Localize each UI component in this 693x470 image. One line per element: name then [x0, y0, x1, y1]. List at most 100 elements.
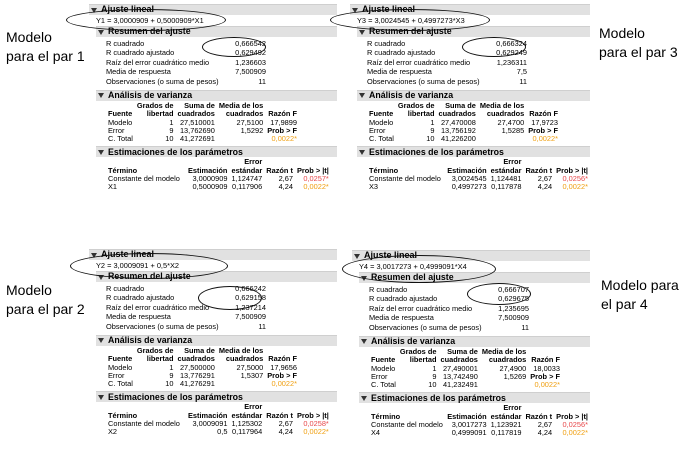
anova-title: Análisis de varianza: [108, 90, 193, 101]
disclosure-triangle-icon[interactable]: [91, 7, 97, 13]
params-row: Constante del modelo 3,0024545 1,124481 2,6…: [369, 174, 588, 184]
disclosure-triangle-icon[interactable]: [98, 394, 104, 400]
summary-row-rsq-adj: R cuadrado ajustado 0,629675: [369, 294, 529, 304]
disclosure-triangle-icon[interactable]: [359, 149, 365, 155]
params-table: Término Estimación Error estándar Razón t…: [369, 157, 588, 192]
disclosure-triangle-icon[interactable]: [359, 29, 365, 35]
fit-title: Ajuste lineal: [364, 250, 418, 261]
params-row: X4 0,4999091 0,117819 4,24 0,0022*: [371, 428, 588, 438]
fit-equation: Y1 = 3,0000909 + 0,5000909*X1: [96, 16, 204, 25]
params-title: Estimaciones de los parámetros: [108, 391, 243, 402]
summary-row-obs: Observaciones (o suma de pesos) 11: [106, 321, 266, 331]
fit-header[interactable]: Ajuste lineal: [352, 250, 590, 261]
anova-row-error: Error 9 13,776291 1,5307 Prob > F: [108, 370, 298, 380]
anova-title: Análisis de varianza: [371, 336, 456, 347]
params-row: X1 0,5000909 0,117906 4,24 0,0022*: [108, 182, 329, 192]
summary-title: Resumen del ajuste: [371, 272, 454, 283]
anova-row-total: C. Total 10 41,226200 0,0022*: [369, 134, 559, 144]
summary-header[interactable]: Resumen del ajuste: [359, 272, 590, 283]
anova-table: Fuente Grados de libertad Suma de cuadrado…: [371, 346, 561, 390]
anova-row-error: Error 9 13,742490 1,5269 Prob > F: [371, 371, 561, 381]
summary-row-rsq: R cuadrado 0,666324: [367, 39, 527, 48]
anova-header[interactable]: Análisis de varianza: [96, 89, 337, 101]
anova-row-error: Error 9 13,762690 1,5292 Prob > F: [108, 125, 298, 135]
disclosure-triangle-icon[interactable]: [98, 338, 104, 344]
anova-row-total: C. Total 10 41,232491 0,0022*: [371, 380, 561, 390]
disclosure-triangle-icon[interactable]: [98, 274, 104, 280]
summary-section: Resumen del ajuste R cuadrado 0,666707 R …: [359, 272, 590, 335]
fit-header[interactable]: Ajuste lineal: [89, 249, 337, 260]
fit-equation: Y2 = 3,0009091 + 0,5*X2: [96, 261, 180, 270]
summary-row-rmse: Raíz del error cuadrático medio 1,236311: [367, 57, 527, 67]
params-table: Término Estimación Error estándar Razón t…: [108, 402, 329, 437]
params-row: Constante del modelo 3,0017273 1,123921 2,6…: [371, 420, 588, 430]
summary-header[interactable]: Resumen del ajuste: [357, 26, 590, 37]
summary-row-obs: Observaciones (o suma de pesos) 11: [106, 76, 266, 86]
summary-row-mean: Media de respuesta 7,500909: [369, 313, 529, 323]
params-row: X2 0,5 0,117964 4,24 0,0022*: [108, 427, 329, 437]
fit-header[interactable]: Ajuste lineal: [89, 4, 337, 15]
params-header[interactable]: Estimaciones de los parámetros: [96, 391, 337, 403]
fit-equation: Y4 = 3,0017273 + 0,4999091*X4: [359, 262, 467, 271]
summary-row-rmse: Raíz del error cuadrático medio 1,237214: [106, 302, 266, 312]
params-section: Estimaciones de los parámetros Término E…: [96, 146, 337, 191]
anova-section: Análisis de varianza Fuente Grados de lib…: [359, 335, 590, 390]
params-section: Estimaciones de los parámetros Término E…: [359, 392, 590, 437]
summary-header[interactable]: Resumen del ajuste: [96, 271, 337, 282]
params-title: Estimaciones de los parámetros: [369, 146, 504, 157]
summary-row-rmse: Raíz del error cuadrático medio 1,235695: [369, 303, 529, 313]
summary-header[interactable]: Resumen del ajuste: [96, 26, 337, 37]
fit-panel-pair-2: Ajuste lineal Y2 = 3,0009091 + 0,5*X2 Re…: [89, 249, 337, 440]
params-header[interactable]: Estimaciones de los parámetros: [357, 146, 590, 158]
summary-row-rsq-adj: R cuadrado ajustado 0,629158: [106, 293, 266, 303]
fit-panel-pair-1: Ajuste lineal Y1 = 3,0000909 + 0,5000909…: [89, 4, 337, 195]
anova-table: Fuente Grados de libertad Suma de cuadrado…: [108, 100, 298, 144]
anova-header[interactable]: Análisis de varianza: [96, 334, 337, 346]
disclosure-triangle-icon[interactable]: [98, 29, 104, 35]
disclosure-triangle-icon[interactable]: [352, 7, 358, 13]
fit-header[interactable]: Ajuste lineal: [350, 4, 590, 15]
summary-section: Resumen del ajuste R cuadrado 0,666242 R …: [96, 271, 337, 334]
summary-row-rmse: Raíz del error cuadrático medio 1,236603: [106, 57, 266, 67]
anova-table: Fuente Grados de libertad Suma de cuadrado…: [369, 100, 559, 144]
summary-section: Resumen del ajuste R cuadrado 0,666542 R …: [96, 26, 337, 89]
disclosure-triangle-icon[interactable]: [359, 93, 365, 99]
params-table: Término Estimación Error estándar Razón t…: [371, 403, 588, 438]
summary-row-rsq-adj: R cuadrado ajustado 0,629492: [106, 48, 266, 58]
disclosure-triangle-icon[interactable]: [361, 339, 367, 345]
disclosure-triangle-icon[interactable]: [98, 149, 104, 155]
params-row: Constante del modelo 3,0000909 1,124747 2,6…: [108, 174, 329, 184]
disclosure-triangle-icon[interactable]: [354, 253, 360, 259]
anova-row-error: Error 9 13,756192 1,5285 Prob > F: [369, 125, 559, 135]
label-model-pair-1: Modelo para el par 1: [6, 29, 85, 64]
summary-title: Resumen del ajuste: [108, 271, 191, 282]
fit-panel-pair-4: Ajuste lineal Y4 = 3,0017273 + 0,4999091…: [352, 250, 590, 441]
summary-row-rsq: R cuadrado 0,666707: [369, 285, 529, 294]
params-title: Estimaciones de los parámetros: [371, 392, 506, 403]
summary-row-rsq-adj: R cuadrado ajustado 0,629249: [367, 48, 527, 58]
anova-row-total: C. Total 10 41,272691 0,0022*: [108, 134, 298, 144]
disclosure-triangle-icon[interactable]: [361, 275, 367, 281]
anova-section: Análisis de varianza Fuente Grados de lib…: [96, 334, 337, 388]
summary-row-mean: Media de respuesta 7,5: [367, 67, 527, 77]
params-header[interactable]: Estimaciones de los parámetros: [96, 146, 337, 158]
params-title: Estimaciones de los parámetros: [108, 146, 243, 157]
disclosure-triangle-icon[interactable]: [91, 252, 97, 258]
anova-row-model: Modelo 1 27,490001 27,4900 18,0033: [371, 363, 561, 373]
params-header[interactable]: Estimaciones de los parámetros: [359, 392, 590, 404]
label-model-pair-2: Modelo para el par 2: [6, 282, 85, 317]
params-section: Estimaciones de los parámetros Término E…: [357, 146, 590, 191]
summary-title: Resumen del ajuste: [108, 26, 191, 37]
anova-section: Análisis de varianza Fuente Grados de lib…: [357, 89, 590, 144]
summary-row-obs: Observaciones (o suma de pesos) 11: [369, 322, 529, 332]
fit-title: Ajuste lineal: [101, 249, 155, 260]
anova-row-model: Modelo 1 27,500000 27,5000 17,9656: [108, 362, 298, 372]
params-row: X3 0,4997273 0,117878 4,24 0,0022*: [369, 182, 588, 192]
fit-equation: Y3 = 3,0024545 + 0,4997273*X3: [357, 16, 465, 25]
anova-header[interactable]: Análisis de varianza: [359, 335, 590, 347]
anova-header[interactable]: Análisis de varianza: [357, 89, 590, 101]
anova-title: Análisis de varianza: [369, 90, 454, 101]
disclosure-triangle-icon[interactable]: [98, 93, 104, 99]
disclosure-triangle-icon[interactable]: [361, 395, 367, 401]
fit-panel-pair-3: Ajuste lineal Y3 = 3,0024545 + 0,4997273…: [350, 4, 590, 195]
